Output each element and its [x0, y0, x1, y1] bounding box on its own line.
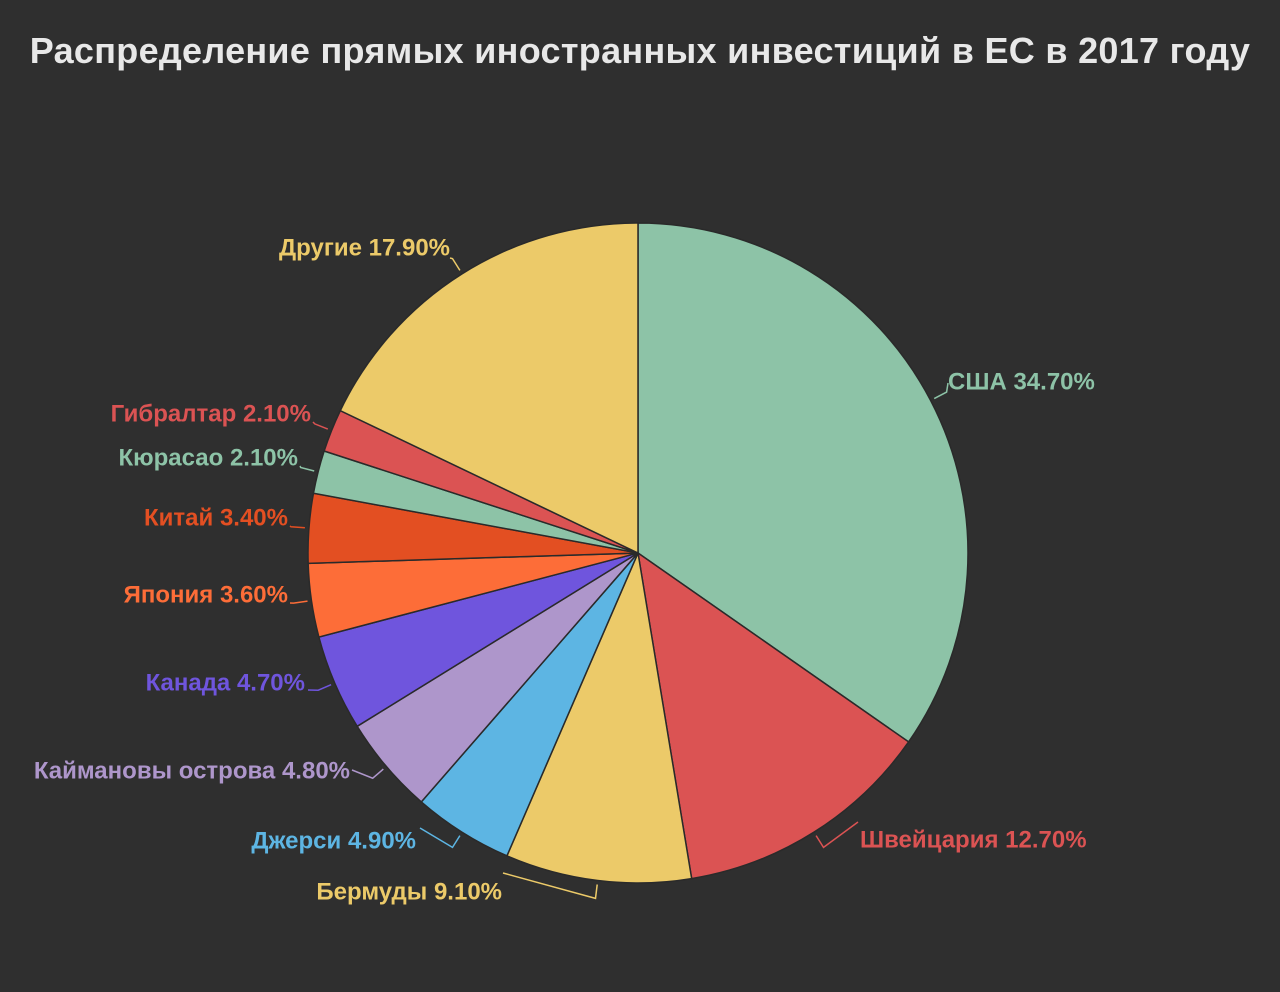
slice-label-5: Каймановы острова 4.80% — [34, 757, 350, 784]
leader-line-11 — [449, 257, 461, 271]
slice-labels: США 34.70% Швейцария 12.70% Бермуды 9.10% Д… — [34, 234, 1095, 905]
slice-label-9: Кюрасао 2.10% — [118, 444, 298, 471]
leader-line-3 — [502, 872, 598, 900]
slice-label-8: Китай 3.40% — [144, 504, 288, 531]
leader-line-7 — [289, 600, 308, 604]
leader-line-5 — [351, 768, 384, 780]
pie-slice-3 — [505, 550, 693, 884]
slice-label-10: Гибралтар 2.10% — [111, 400, 311, 427]
leader-line-8 — [289, 525, 305, 529]
pie-slice-2 — [636, 551, 910, 880]
slice-label-1: США 34.70% — [948, 368, 1095, 395]
leader-line-10 — [312, 421, 329, 430]
pie-slice-1 — [637, 222, 969, 743]
leader-line-1 — [933, 382, 949, 400]
chart-title: Распределение прямых иностранных инвести… — [29, 30, 1251, 71]
pie-slices — [307, 222, 969, 884]
slice-label-11: Другие 17.90% — [279, 234, 450, 261]
slice-label-6: Канада 4.70% — [146, 669, 305, 696]
pie-slice-11 — [339, 222, 639, 555]
slice-label-2: Швейцария 12.70% — [860, 826, 1087, 853]
leader-line-4 — [419, 827, 461, 849]
slice-label-7: Япония 3.60% — [124, 581, 288, 608]
label-leaders — [289, 257, 949, 900]
slice-label-3: Бермуды 9.10% — [316, 878, 502, 905]
leader-line-6 — [307, 684, 332, 691]
leader-line-9 — [299, 465, 315, 472]
leader-line-2 — [815, 821, 859, 849]
slice-label-4: Джерси 4.90% — [251, 827, 416, 854]
